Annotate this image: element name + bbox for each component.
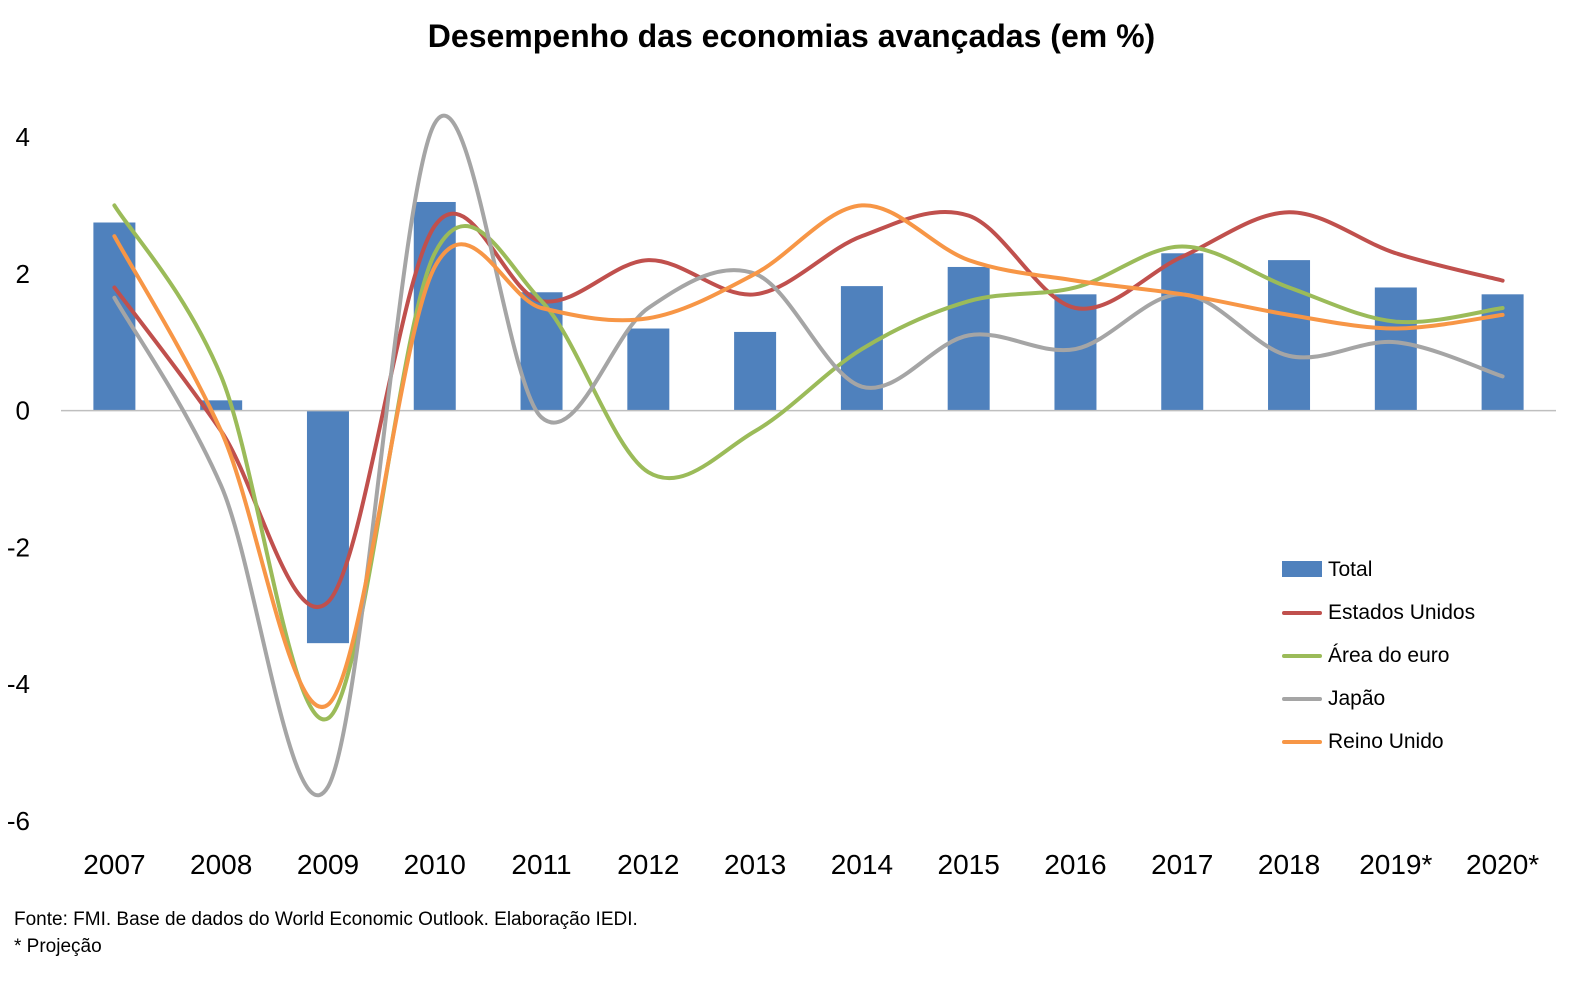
legend-swatch-estados-unidos — [1282, 611, 1322, 615]
x-tick-label: 2017 — [1151, 849, 1213, 880]
bar-total-2018 — [1268, 260, 1311, 411]
y-tick-label: -6 — [7, 806, 30, 836]
y-tick-label: -4 — [7, 669, 30, 699]
x-tick-label: 2019* — [1359, 849, 1432, 880]
x-tick-label: 2013 — [724, 849, 786, 880]
bar-total-2017 — [1161, 253, 1204, 411]
x-tick-label: 2008 — [190, 849, 252, 880]
x-tick-label: 2020* — [1466, 849, 1539, 880]
y-tick-label: 2 — [16, 259, 30, 289]
y-tick-label: 4 — [16, 122, 30, 152]
legend-label-total: Total — [1328, 558, 1373, 581]
legend-swatch-area-do-euro — [1282, 654, 1322, 658]
bar-total-2008 — [200, 400, 243, 411]
projection-note: * Projeção — [14, 936, 102, 957]
bar-total-2019 — [1374, 287, 1417, 411]
bar-total-2016 — [1054, 294, 1097, 411]
x-tick-label: 2015 — [938, 849, 1000, 880]
x-tick-label: 2010 — [404, 849, 466, 880]
legend-swatch-japao — [1282, 697, 1322, 701]
y-tick-label: -2 — [7, 532, 30, 562]
series-line-reino-unido — [112, 203, 1505, 710]
bar-total-2007 — [93, 222, 136, 411]
bar-total-2013 — [734, 331, 777, 411]
chart-title: Desempenho das economias avançadas (em %… — [427, 18, 1156, 54]
legend-swatch-reino-unido — [1282, 740, 1322, 744]
y-tick-label: 0 — [16, 396, 30, 426]
x-tick-label: 2012 — [617, 849, 679, 880]
series-line-estados-unidos — [112, 210, 1505, 609]
legend-label-estados-unidos: Estados Unidos — [1328, 601, 1476, 624]
x-tick-label: 2011 — [511, 849, 571, 880]
x-tick-label: 2016 — [1044, 849, 1106, 880]
x-tick-label: 2018 — [1258, 849, 1320, 880]
legend-swatch-total — [1282, 561, 1322, 577]
x-tick-label: 2007 — [83, 849, 145, 880]
x-tick-label: 2009 — [297, 849, 359, 880]
source-note: Fonte: FMI. Base de dados do World Econo… — [14, 909, 638, 930]
legend-label-japao: Japão — [1328, 687, 1386, 710]
legend-label-reino-unido: Reino Unido — [1328, 730, 1444, 753]
bar-total-2012 — [627, 328, 670, 411]
legend-label-area-do-euro: Área do euro — [1328, 644, 1450, 667]
x-tick-label: 2014 — [831, 849, 893, 880]
